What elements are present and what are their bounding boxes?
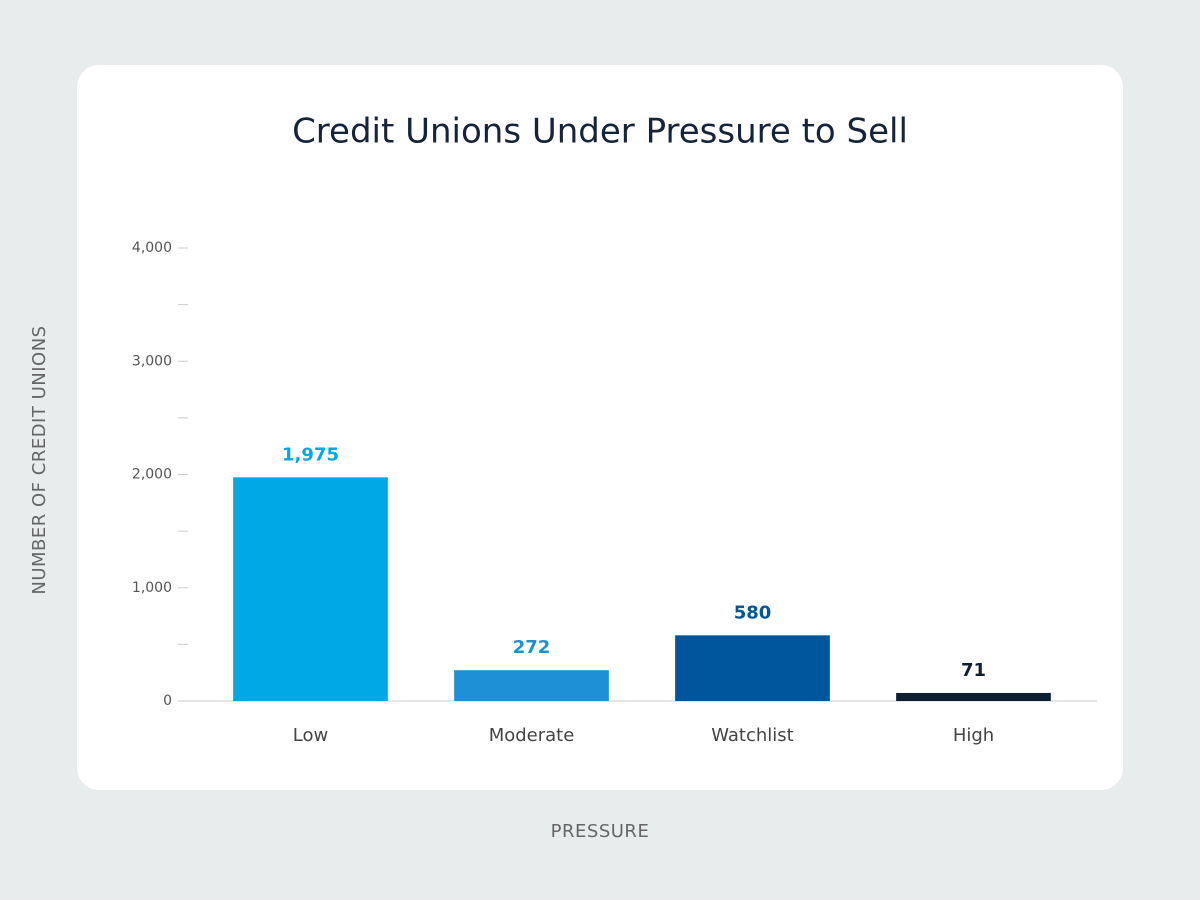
y-tick-label: 3,000 xyxy=(132,353,172,369)
y-axis-title: NUMBER OF CREDIT UNIONS xyxy=(29,325,50,594)
bar xyxy=(896,692,1051,701)
y-tick-label: 4,000 xyxy=(132,240,172,256)
x-tick-label: Low xyxy=(293,725,328,746)
y-tick-label: 0 xyxy=(163,693,172,709)
value-label: 580 xyxy=(734,602,772,623)
bar xyxy=(675,635,830,701)
value-label: 71 xyxy=(961,660,986,681)
x-tick-label: Moderate xyxy=(489,725,575,746)
value-label: 1,975 xyxy=(282,444,339,465)
bar xyxy=(454,670,609,701)
bar xyxy=(233,477,388,701)
x-axis-title: PRESSURE xyxy=(551,821,650,842)
y-tick-label: 2,000 xyxy=(132,467,172,483)
x-tick-label: Watchlist xyxy=(711,725,793,746)
value-label: 272 xyxy=(513,637,551,658)
x-tick-label: High xyxy=(953,725,994,746)
chart-title: Credit Unions Under Pressure to Sell xyxy=(292,112,908,152)
y-tick-label: 1,000 xyxy=(132,580,172,596)
